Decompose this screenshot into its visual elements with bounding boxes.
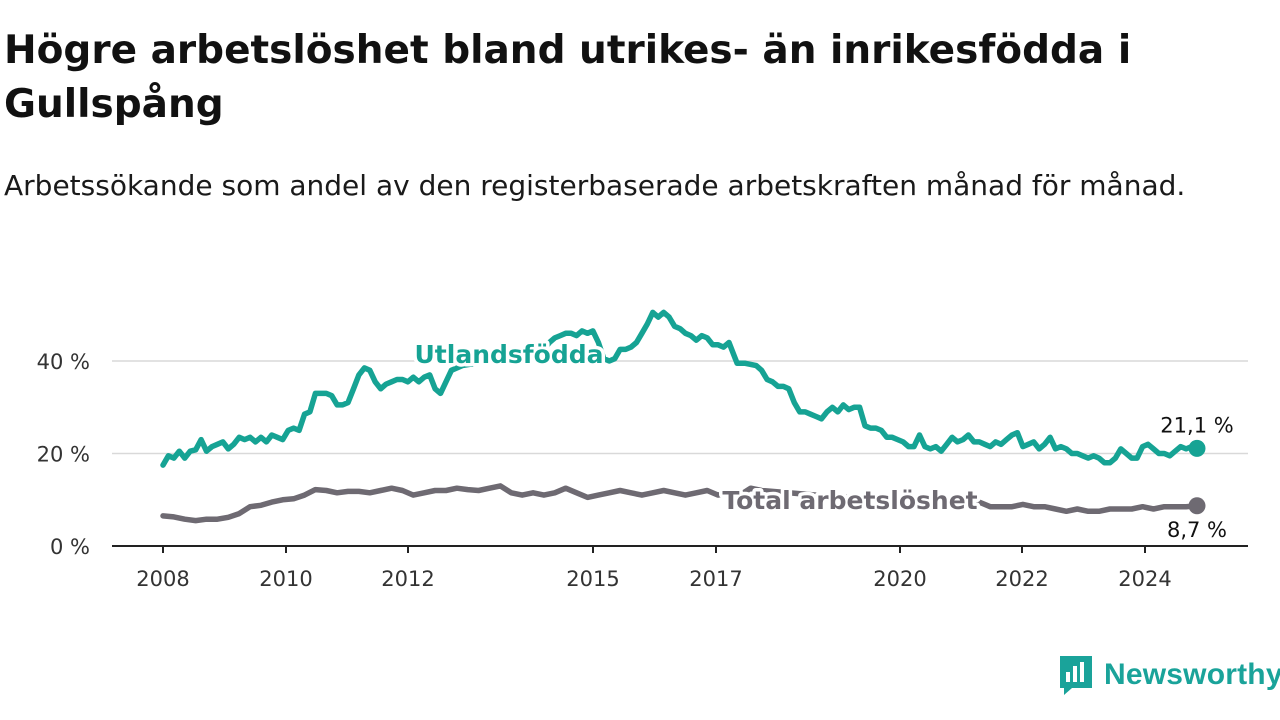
series-end-label: 21,1 % xyxy=(1160,413,1233,437)
y-axis-tick-labels: 0 % 20 % 40 % xyxy=(37,350,90,559)
series-line-utlandsfodda xyxy=(160,309,1200,468)
grid-lines xyxy=(112,360,1248,455)
series-name-label: Total arbetslöshet xyxy=(722,486,977,515)
y-tick-label: 40 % xyxy=(37,350,90,374)
series-lines xyxy=(160,309,1206,524)
series-name-label: Utlandsfödda xyxy=(415,340,604,369)
x-tick-label: 2010 xyxy=(259,567,312,591)
x-tick-label: 2012 xyxy=(381,567,434,591)
x-tick-label: 2017 xyxy=(689,567,742,591)
bar-chart-badge-icon xyxy=(1060,656,1092,695)
y-tick-label: 0 % xyxy=(50,535,90,559)
series-labels: 21,1 % 8,7 % Utlandsfödda Total arbetslöshe… xyxy=(411,337,1234,542)
series-line-total xyxy=(160,483,1200,524)
y-tick-label: 20 % xyxy=(37,443,90,467)
brand-name: Newsworthy xyxy=(1104,658,1280,691)
x-tick-label: 2015 xyxy=(566,567,619,591)
newsworthy-logo: Newsworthy xyxy=(1058,654,1280,696)
chart-title: Högre arbetslöshet bland utrikes- än inr… xyxy=(4,28,1132,127)
x-tick-label: 2008 xyxy=(136,567,189,591)
series-end-label: 8,7 % xyxy=(1167,518,1227,542)
x-axis-ticks: 2008 2010 2012 2015 2017 2020 2022 2024 xyxy=(136,546,1172,591)
x-tick-label: 2022 xyxy=(995,567,1048,591)
x-tick-label: 2020 xyxy=(873,567,926,591)
series-end-marker xyxy=(1188,439,1206,457)
series-end-marker xyxy=(1188,497,1206,515)
x-tick-label: 2024 xyxy=(1118,567,1171,591)
chart-subtitle: Arbetssökande som andel av den registerb… xyxy=(4,169,1186,202)
